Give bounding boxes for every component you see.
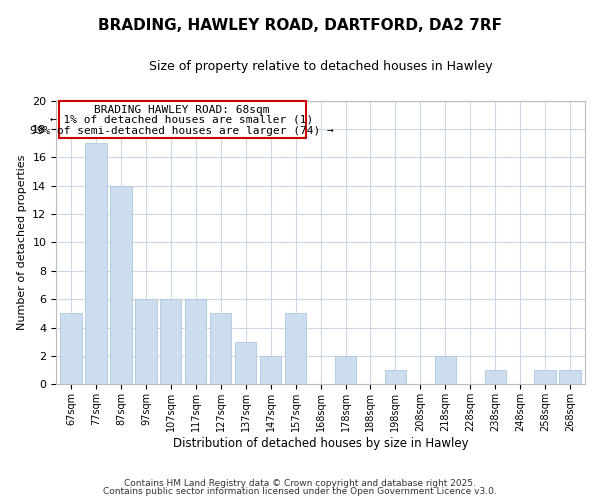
X-axis label: Distribution of detached houses by size in Hawley: Distribution of detached houses by size … [173,437,469,450]
Bar [85,143,107,384]
Bar [136,300,157,384]
Bar [185,300,206,384]
Bar [235,342,256,384]
Bar [535,370,556,384]
Bar [335,356,356,384]
Bar [385,370,406,384]
Bar [160,300,181,384]
Title: Size of property relative to detached houses in Hawley: Size of property relative to detached ho… [149,60,493,73]
Text: BRADING, HAWLEY ROAD, DARTFORD, DA2 7RF: BRADING, HAWLEY ROAD, DARTFORD, DA2 7RF [98,18,502,32]
Text: ← 1% of detached houses are smaller (1): ← 1% of detached houses are smaller (1) [50,114,314,124]
Text: Contains HM Land Registry data © Crown copyright and database right 2025.: Contains HM Land Registry data © Crown c… [124,478,476,488]
Text: 99% of semi-detached houses are larger (74) →: 99% of semi-detached houses are larger (… [30,126,334,136]
Bar [59,100,305,138]
Text: BRADING HAWLEY ROAD: 68sqm: BRADING HAWLEY ROAD: 68sqm [94,105,270,115]
Bar [485,370,506,384]
Bar [260,356,281,384]
Bar [559,370,581,384]
Bar [285,314,306,384]
Bar [110,186,131,384]
Y-axis label: Number of detached properties: Number of detached properties [17,155,27,330]
Bar [210,314,232,384]
Bar [61,314,82,384]
Bar [434,356,456,384]
Text: Contains public sector information licensed under the Open Government Licence v3: Contains public sector information licen… [103,487,497,496]
